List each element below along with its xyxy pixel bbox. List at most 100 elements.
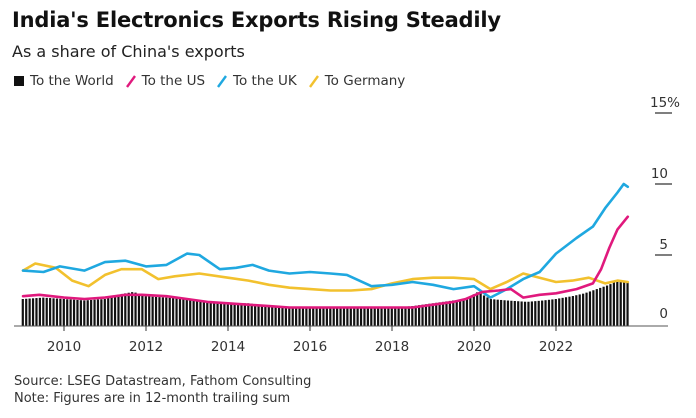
- bar-world: [582, 293, 585, 326]
- bar-world: [298, 307, 301, 326]
- bar-world: [407, 306, 410, 326]
- bar-world: [66, 299, 69, 326]
- bar-world: [394, 307, 397, 326]
- bar-world: [250, 303, 253, 326]
- bar-world: [318, 307, 322, 326]
- bar-world: [476, 292, 479, 326]
- bar-world: [69, 299, 72, 326]
- bar-world: [199, 300, 202, 326]
- bar-world: [438, 302, 441, 326]
- x-tick-label: 2010: [47, 339, 81, 355]
- bar-world: [158, 297, 161, 326]
- bar-world: [489, 299, 492, 326]
- legend-label: To the UK: [233, 73, 297, 89]
- bar-world: [154, 296, 158, 326]
- bar-world: [281, 307, 284, 326]
- x-axis: 2010 2012 2014 2016 2018 2020 2022: [14, 325, 668, 355]
- bar-world: [571, 296, 574, 326]
- bar-world: [612, 282, 615, 326]
- footnote: Note: Figures are in 12-month trailing s…: [14, 391, 291, 406]
- bar-world: [370, 307, 373, 326]
- bar-world: [452, 300, 455, 326]
- bar-world: [363, 307, 366, 326]
- bar-world: [25, 298, 28, 326]
- legend-item-us: To the US: [124, 73, 205, 89]
- bar-world: [469, 296, 472, 326]
- legend-item-germany: To Germany: [307, 73, 405, 89]
- bar-world: [366, 307, 369, 326]
- bar-world: [144, 296, 147, 326]
- bar-world: [599, 287, 602, 326]
- bar-world: [21, 299, 24, 326]
- bars-world: [21, 280, 629, 326]
- bar-world: [377, 307, 380, 326]
- bar-world: [616, 280, 619, 326]
- bar-world: [137, 293, 141, 326]
- bar-world: [315, 307, 318, 326]
- bar-world: [284, 307, 287, 326]
- bar-world: [49, 298, 52, 326]
- bar-world: [131, 292, 134, 326]
- bar-world: [506, 300, 510, 326]
- bar-world: [353, 307, 356, 326]
- bar-world: [185, 299, 188, 326]
- bar-world: [342, 307, 346, 326]
- bar-world: [530, 301, 533, 326]
- bar-world: [31, 298, 35, 326]
- square-swatch-icon: [14, 76, 24, 86]
- bar-world: [291, 307, 294, 326]
- bar-world: [42, 297, 45, 326]
- bar-world: [148, 296, 151, 326]
- bar-world: [602, 286, 605, 326]
- bar-world: [359, 307, 363, 326]
- x-tick-label: 2016: [293, 339, 327, 355]
- bar-world: [161, 297, 164, 326]
- bar-world: [373, 307, 376, 326]
- bar-world: [172, 298, 175, 326]
- bar-world: [435, 302, 438, 326]
- bar-world: [134, 292, 137, 326]
- bar-world: [592, 290, 595, 326]
- bar-world: [605, 285, 609, 326]
- source-note: Source: LSEG Datastream, Fathom Consulti…: [14, 374, 312, 389]
- bar-world: [240, 303, 243, 326]
- x-tick-label: 2014: [211, 339, 245, 355]
- bar-world: [541, 300, 544, 326]
- bar-world: [168, 297, 171, 326]
- bar-world: [510, 300, 513, 326]
- bar-world: [558, 298, 561, 326]
- bar-world: [206, 301, 209, 326]
- bar-world: [90, 299, 93, 326]
- bar-world: [100, 299, 103, 326]
- bar-world: [626, 281, 629, 326]
- bar-world: [397, 307, 400, 326]
- bar-world: [202, 301, 205, 326]
- bar-world: [455, 300, 458, 326]
- bar-world: [83, 300, 86, 326]
- bar-world: [189, 299, 192, 326]
- bar-world: [288, 307, 291, 326]
- chart-title: India's Electronics Exports Rising Stead…: [12, 8, 501, 32]
- bar-world: [400, 306, 404, 326]
- bar-world: [329, 307, 332, 326]
- bar-world: [86, 300, 89, 326]
- bar-world: [305, 307, 308, 326]
- bar-world: [424, 304, 428, 326]
- bar-world: [551, 299, 554, 326]
- bar-world: [428, 303, 431, 326]
- bar-world: [523, 301, 527, 326]
- bar-world: [390, 307, 393, 326]
- bar-world: [479, 293, 482, 326]
- y-tick-label: 15%: [650, 95, 680, 111]
- bar-world: [513, 301, 516, 326]
- x-tick-label: 2020: [457, 339, 491, 355]
- bar-world: [79, 300, 82, 326]
- bar-world: [339, 307, 342, 326]
- bar-world: [496, 299, 499, 326]
- y-axis: 0 5 10 15%: [650, 95, 680, 322]
- bar-world: [387, 307, 390, 326]
- bar-world: [192, 299, 195, 326]
- bar-world: [588, 291, 592, 326]
- bar-world: [356, 307, 359, 326]
